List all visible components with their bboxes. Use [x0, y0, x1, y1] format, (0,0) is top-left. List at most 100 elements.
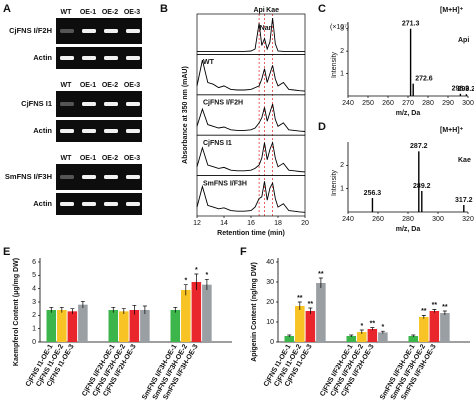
x-tick-label: 12 [193, 220, 201, 227]
gel-image [56, 47, 142, 69]
x-tick-label: 290 [442, 100, 454, 107]
axes [347, 142, 468, 213]
x-tick-label: 240 [342, 100, 354, 107]
peak-mz-label: 287.2 [410, 143, 428, 150]
error-bar [194, 273, 199, 290]
peak-mz-label: 272.6 [415, 76, 433, 83]
error-bar [70, 308, 75, 314]
significance: * [382, 324, 385, 331]
gel-image [56, 120, 142, 142]
bar [316, 283, 326, 342]
significance: ** [370, 320, 376, 327]
gel-band [126, 129, 140, 133]
y-tick-label: 2 [340, 162, 344, 169]
significance: * [195, 267, 198, 274]
x-tick-label: 250 [362, 100, 374, 107]
bar [367, 329, 378, 342]
chromatogram-trace [196, 59, 306, 92]
error-bar [111, 306, 116, 313]
x-tick-label: 240 [342, 216, 354, 223]
bar [202, 284, 212, 342]
error-bar [432, 309, 437, 313]
x-tick-label: 300 [432, 216, 444, 223]
error-bar [308, 307, 313, 314]
chromatogram-trace [196, 181, 306, 213]
error-bar [287, 334, 292, 337]
ion-annotation: [M+H]⁺ [440, 7, 464, 14]
y-tick-label: 2 [32, 312, 36, 319]
gel-band [104, 175, 118, 179]
lane-label: WT [61, 155, 73, 162]
peak-label: Kae [266, 7, 279, 14]
compound-label: Api [458, 37, 469, 44]
bar [78, 304, 88, 342]
error-bar [349, 334, 354, 337]
y-tick-label: 1 [340, 186, 344, 193]
y-tick-label: 2 [340, 48, 344, 55]
error-bar [173, 306, 178, 313]
significance: ** [421, 308, 427, 315]
y-tick-label: 20 [266, 299, 274, 306]
gel-band [82, 29, 96, 33]
gel-band [126, 29, 140, 33]
significance: ** [318, 271, 324, 278]
gel-band [126, 175, 140, 179]
lane-label: WT [61, 82, 73, 89]
gel-band [60, 175, 74, 179]
x-tick-label: 16 [247, 220, 255, 227]
x-axis-label: m/z, Da [396, 226, 421, 233]
y-axis-label: Intensity [331, 169, 338, 196]
gel-band [126, 202, 140, 206]
significance: ** [297, 295, 303, 302]
peak-mz-label: 317.2 [455, 197, 473, 204]
multiplier: (×10⁷) [330, 24, 349, 31]
lane-label: OE-3 [124, 155, 140, 162]
chromatogram-trace [196, 103, 306, 132]
x-tick-label: 320 [462, 216, 474, 223]
error-bar [421, 315, 426, 319]
error-bar [380, 330, 385, 334]
bar [440, 313, 450, 342]
bar [305, 311, 316, 342]
panel-label: B [160, 3, 168, 15]
gel-band [104, 29, 118, 33]
gel-image [56, 193, 142, 215]
lane-label: OE-3 [124, 9, 140, 16]
gel-band [60, 56, 74, 60]
y-tick-label: 3 [32, 299, 36, 306]
bar [46, 310, 57, 342]
bar [408, 336, 419, 342]
error-bar [318, 277, 323, 288]
y-tick-label: 30 [266, 279, 274, 286]
lane-label: OE-1 [80, 155, 96, 162]
gel-band [82, 56, 96, 60]
axes [347, 22, 468, 97]
bar [429, 311, 440, 342]
lane-label: WT [61, 9, 73, 16]
error-bar [183, 284, 188, 296]
gel-row-label: CjFNS I1 [21, 99, 52, 108]
bar [419, 317, 429, 342]
gel-band [104, 202, 118, 206]
bar [378, 332, 388, 342]
error-bar [49, 306, 54, 313]
gel-band [82, 175, 96, 179]
x-tick-label: 300 [462, 100, 474, 107]
gel-band [82, 102, 96, 106]
gel-band [126, 56, 140, 60]
lane-label: OE-3 [124, 82, 140, 89]
gel-row-label: Actin [33, 199, 52, 208]
error-bar [297, 301, 302, 310]
bar [170, 310, 181, 342]
gel-band [126, 102, 140, 106]
significance: ** [432, 302, 438, 309]
x-tick-label: 280 [402, 216, 414, 223]
panel-label: F [240, 246, 247, 258]
trace-label: SmFNS I/F3H [203, 180, 247, 187]
bar [181, 290, 191, 342]
significance: ** [442, 304, 448, 311]
bar [295, 306, 305, 342]
x-tick-label: 18 [274, 220, 282, 227]
peak-mz-label: 299.2 [458, 86, 474, 93]
